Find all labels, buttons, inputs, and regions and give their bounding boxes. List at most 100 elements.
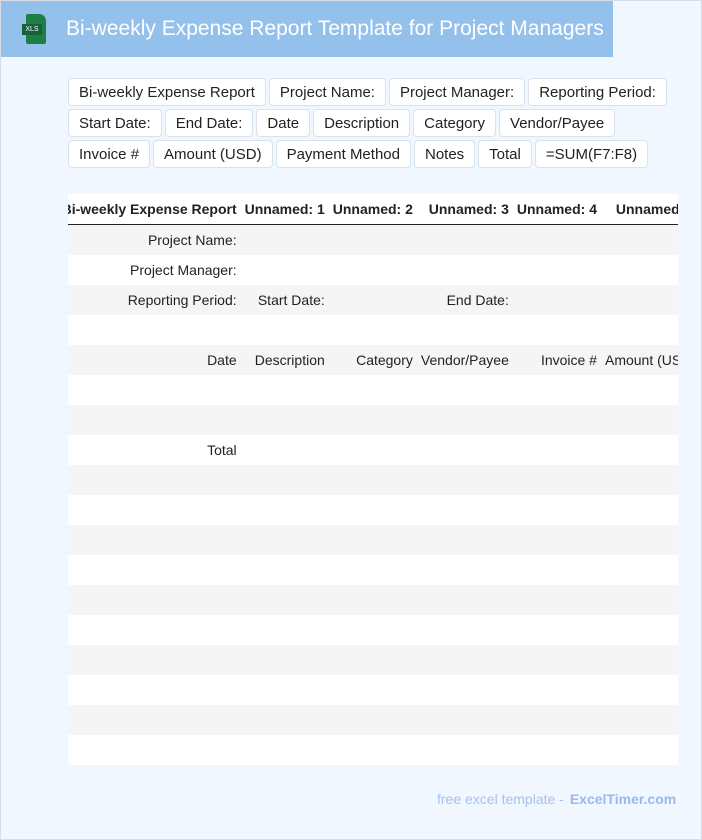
table-cell [68, 525, 245, 555]
table-cell [244, 224, 333, 255]
column-header: Unnamed: 3 [420, 194, 517, 225]
table-cell [604, 645, 678, 675]
table-cell [605, 375, 678, 405]
table-cell [421, 675, 517, 705]
table-cell [244, 405, 333, 435]
table-cell [517, 255, 605, 285]
table-cell [244, 465, 333, 495]
table-cell: Project Manager: [130, 262, 237, 278]
chip[interactable]: Payment Method [275, 140, 411, 168]
table-cell [421, 255, 517, 285]
table-cell [332, 645, 421, 675]
table-row: 0Project Name: [68, 224, 678, 255]
table-cell [332, 705, 421, 735]
table-cell [420, 224, 517, 255]
table-row: 14 [68, 645, 678, 675]
chip[interactable]: Invoice # [68, 140, 151, 168]
table-cell [245, 435, 333, 465]
xls-file-icon: XLS [22, 13, 46, 44]
table-cell [604, 705, 678, 735]
table-cell [605, 615, 678, 645]
chip[interactable]: Total [478, 140, 532, 168]
table-cell [68, 645, 245, 675]
table-cell [516, 285, 605, 315]
table-cell: Amount (USD) [604, 345, 678, 375]
table-cell [517, 435, 605, 465]
table-cell [68, 375, 245, 405]
table-cell [245, 555, 333, 585]
chip[interactable]: Amount (USD) [153, 140, 273, 168]
table-cell [517, 615, 605, 645]
table-cell [421, 435, 517, 465]
table-cell [516, 645, 605, 675]
table-cell [245, 495, 333, 525]
table-cell [68, 585, 245, 615]
table-cell [332, 525, 421, 555]
table-cell [421, 555, 517, 585]
chip[interactable]: Reporting Period: [528, 78, 667, 106]
column-header: Unnamed: 5 [604, 194, 678, 225]
column-header: Unnamed: 4 [516, 194, 605, 225]
table-cell [604, 525, 678, 555]
brand-link[interactable]: ExcelTimer.com [569, 791, 677, 807]
chip[interactable]: Project Name: [268, 78, 386, 106]
table-cell [333, 315, 421, 345]
table-row: 7Total [68, 435, 678, 465]
chip[interactable]: Notes [413, 140, 476, 168]
table-cell [605, 435, 678, 465]
chip[interactable]: Vendor/Payee [499, 109, 616, 137]
table-cell [68, 465, 245, 495]
table-cell [605, 315, 678, 345]
table-row: 3 [68, 315, 678, 345]
table-cell [333, 255, 421, 285]
table-cell [420, 705, 517, 735]
table-cell [68, 405, 245, 435]
table-cell [604, 224, 678, 255]
table-row: 16 [68, 705, 678, 735]
table-row: 11 [68, 555, 678, 585]
table-cell [245, 315, 333, 345]
table-header-row: Bi-weekly Expense Report Unnamed: 1 Unname… [68, 194, 678, 225]
chip[interactable]: Start Date: [68, 109, 162, 137]
data-table: Bi-weekly Expense Report Unnamed: 1 Unname… [68, 194, 678, 765]
table-cell [421, 735, 517, 765]
table-cell [244, 585, 333, 615]
chip[interactable]: =SUM(F7:F8) [534, 140, 649, 168]
table-cell [333, 555, 421, 585]
table-row: 5 [68, 375, 678, 405]
table-cell [421, 375, 517, 405]
table-row: 2Reporting Period:Start Date:End Date: [68, 285, 678, 315]
footer: free excel template - ExcelTimer.com [437, 791, 676, 807]
column-header: Unnamed: 2 [332, 194, 421, 225]
table-cell [516, 465, 605, 495]
table-cell: Vendor/Payee [420, 345, 517, 375]
table-cell [332, 285, 421, 315]
table-cell [421, 315, 517, 345]
table-cell [516, 405, 605, 435]
chip[interactable]: Date [256, 109, 311, 137]
table-cell [604, 465, 678, 495]
table-cell [604, 405, 678, 435]
spreadsheet-preview[interactable]: Bi-weekly Expense Report Unnamed: 1 Unname… [68, 194, 678, 765]
table-cell: Invoice # [516, 345, 605, 375]
chip[interactable]: Project Manager: [388, 78, 526, 106]
table-row: 15 [68, 675, 678, 705]
table-cell: End Date: [420, 285, 517, 315]
table-cell [605, 735, 678, 765]
table-cell [420, 645, 517, 675]
chip[interactable]: Category [413, 109, 497, 137]
table-row: 9 [68, 495, 678, 525]
table-cell [68, 495, 245, 525]
table-cell [604, 285, 678, 315]
table-cell: Category [332, 345, 421, 375]
table-cell [332, 585, 421, 615]
table-cell [68, 735, 245, 765]
page-header: XLS Bi-weekly Expense Report Template fo… [0, 0, 613, 57]
table-cell [517, 495, 605, 525]
chip[interactable]: End Date: [164, 109, 254, 137]
chip[interactable]: Description [313, 109, 411, 137]
table-cell [68, 555, 245, 585]
chip[interactable]: Bi-weekly Expense Report [68, 78, 266, 106]
table-row: 4DateDescriptionCategoryVendor/PayeeInvo… [68, 345, 678, 375]
table-cell [516, 585, 605, 615]
